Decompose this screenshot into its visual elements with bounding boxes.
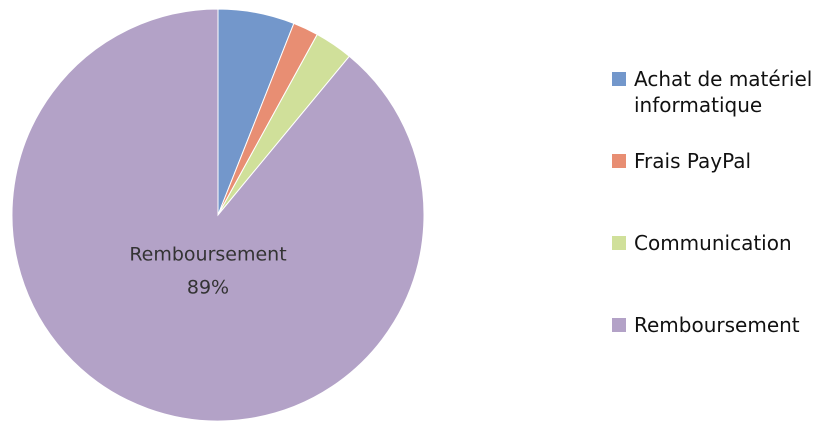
slice-value-label: 89% xyxy=(187,277,229,299)
legend-label: Frais PayPal xyxy=(634,149,752,173)
legend-swatch xyxy=(612,72,626,86)
pie-slice xyxy=(11,8,425,422)
slice-category-label: Remboursement xyxy=(129,244,286,266)
legend-entry: Frais PayPal xyxy=(612,148,831,174)
legend-entry: Communication xyxy=(612,230,831,256)
legend-label: Remboursement xyxy=(634,313,800,337)
legend-label: Communication xyxy=(634,231,792,255)
legend-entry: Remboursement xyxy=(612,312,831,338)
legend-entry: Achat de matériel informatique xyxy=(612,66,831,118)
legend-label: Achat de matériel informatique xyxy=(634,67,813,117)
legend-swatch xyxy=(612,154,626,168)
legend-swatch xyxy=(612,236,626,250)
legend-swatch xyxy=(612,318,626,332)
